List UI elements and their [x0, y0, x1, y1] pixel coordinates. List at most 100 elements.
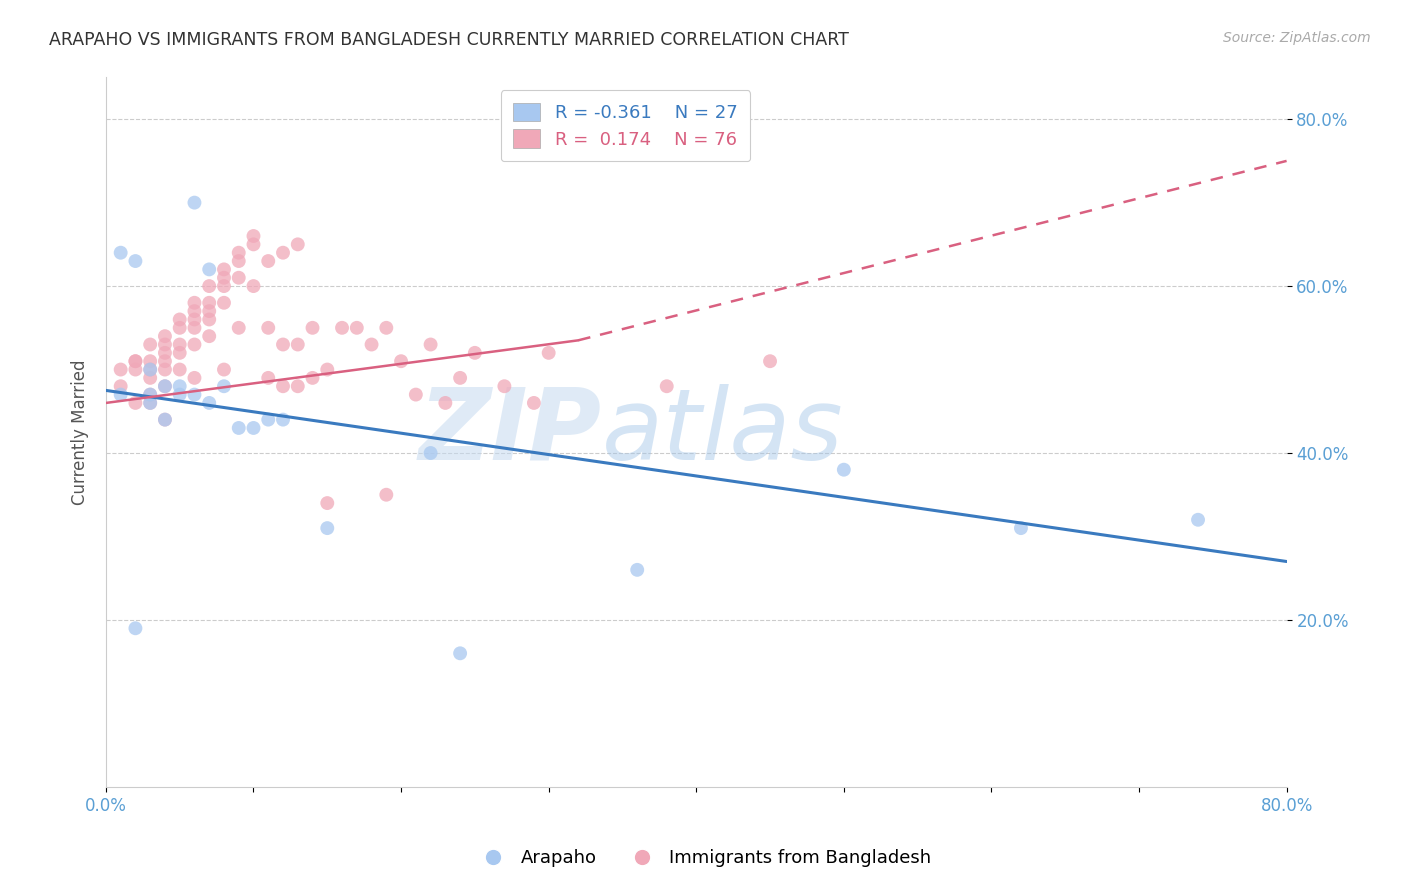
- Point: [212, 295, 235, 310]
- Point: [271, 337, 294, 351]
- Point: [124, 354, 146, 368]
- Point: [124, 396, 146, 410]
- Point: [183, 337, 205, 351]
- Point: [153, 412, 176, 426]
- Point: [183, 321, 205, 335]
- Point: [124, 362, 146, 376]
- Point: [759, 354, 782, 368]
- Point: [169, 346, 191, 360]
- Point: [449, 371, 471, 385]
- Point: [375, 488, 398, 502]
- Point: [330, 321, 353, 335]
- Point: [212, 262, 235, 277]
- Point: [139, 396, 162, 410]
- Point: [124, 354, 146, 368]
- Point: [198, 295, 221, 310]
- Point: [228, 254, 250, 268]
- Point: [153, 354, 176, 368]
- Point: [169, 387, 191, 401]
- Point: [346, 321, 368, 335]
- Point: [434, 396, 457, 410]
- Y-axis label: Currently Married: Currently Married: [72, 359, 89, 505]
- Text: ZIP: ZIP: [419, 384, 602, 481]
- Point: [242, 237, 264, 252]
- Point: [153, 346, 176, 360]
- Point: [257, 412, 280, 426]
- Point: [110, 362, 132, 376]
- Point: [183, 195, 205, 210]
- Point: [198, 262, 221, 277]
- Point: [271, 245, 294, 260]
- Point: [153, 329, 176, 343]
- Point: [183, 312, 205, 326]
- Point: [110, 379, 132, 393]
- Point: [626, 563, 648, 577]
- Point: [124, 621, 146, 635]
- Legend: R = -0.361    N = 27, R =  0.174    N = 76: R = -0.361 N = 27, R = 0.174 N = 76: [501, 90, 751, 161]
- Point: [212, 362, 235, 376]
- Point: [655, 379, 678, 393]
- Point: [169, 312, 191, 326]
- Point: [271, 379, 294, 393]
- Point: [242, 421, 264, 435]
- Point: [198, 279, 221, 293]
- Point: [228, 245, 250, 260]
- Point: [389, 354, 412, 368]
- Point: [360, 337, 382, 351]
- Point: [301, 371, 323, 385]
- Point: [169, 379, 191, 393]
- Point: [537, 346, 560, 360]
- Point: [169, 321, 191, 335]
- Legend: Arapaho, Immigrants from Bangladesh: Arapaho, Immigrants from Bangladesh: [468, 842, 938, 874]
- Point: [110, 387, 132, 401]
- Point: [419, 337, 441, 351]
- Point: [1187, 513, 1209, 527]
- Point: [139, 362, 162, 376]
- Point: [153, 337, 176, 351]
- Point: [139, 387, 162, 401]
- Point: [212, 379, 235, 393]
- Point: [287, 337, 309, 351]
- Point: [419, 446, 441, 460]
- Point: [139, 362, 162, 376]
- Point: [169, 362, 191, 376]
- Point: [153, 362, 176, 376]
- Point: [110, 245, 132, 260]
- Point: [316, 362, 339, 376]
- Point: [183, 371, 205, 385]
- Point: [139, 354, 162, 368]
- Point: [153, 379, 176, 393]
- Point: [139, 396, 162, 410]
- Point: [271, 412, 294, 426]
- Point: [198, 329, 221, 343]
- Point: [228, 421, 250, 435]
- Point: [183, 295, 205, 310]
- Point: [523, 396, 546, 410]
- Point: [449, 646, 471, 660]
- Point: [242, 229, 264, 244]
- Point: [301, 321, 323, 335]
- Point: [183, 387, 205, 401]
- Point: [257, 321, 280, 335]
- Text: ARAPAHO VS IMMIGRANTS FROM BANGLADESH CURRENTLY MARRIED CORRELATION CHART: ARAPAHO VS IMMIGRANTS FROM BANGLADESH CU…: [49, 31, 849, 49]
- Point: [287, 379, 309, 393]
- Point: [139, 387, 162, 401]
- Point: [212, 279, 235, 293]
- Point: [464, 346, 486, 360]
- Point: [228, 270, 250, 285]
- Point: [228, 321, 250, 335]
- Point: [257, 371, 280, 385]
- Point: [198, 304, 221, 318]
- Point: [212, 270, 235, 285]
- Point: [139, 371, 162, 385]
- Point: [405, 387, 427, 401]
- Point: [139, 337, 162, 351]
- Point: [153, 412, 176, 426]
- Point: [242, 279, 264, 293]
- Point: [832, 463, 855, 477]
- Point: [198, 312, 221, 326]
- Point: [153, 379, 176, 393]
- Point: [198, 396, 221, 410]
- Point: [287, 237, 309, 252]
- Point: [375, 321, 398, 335]
